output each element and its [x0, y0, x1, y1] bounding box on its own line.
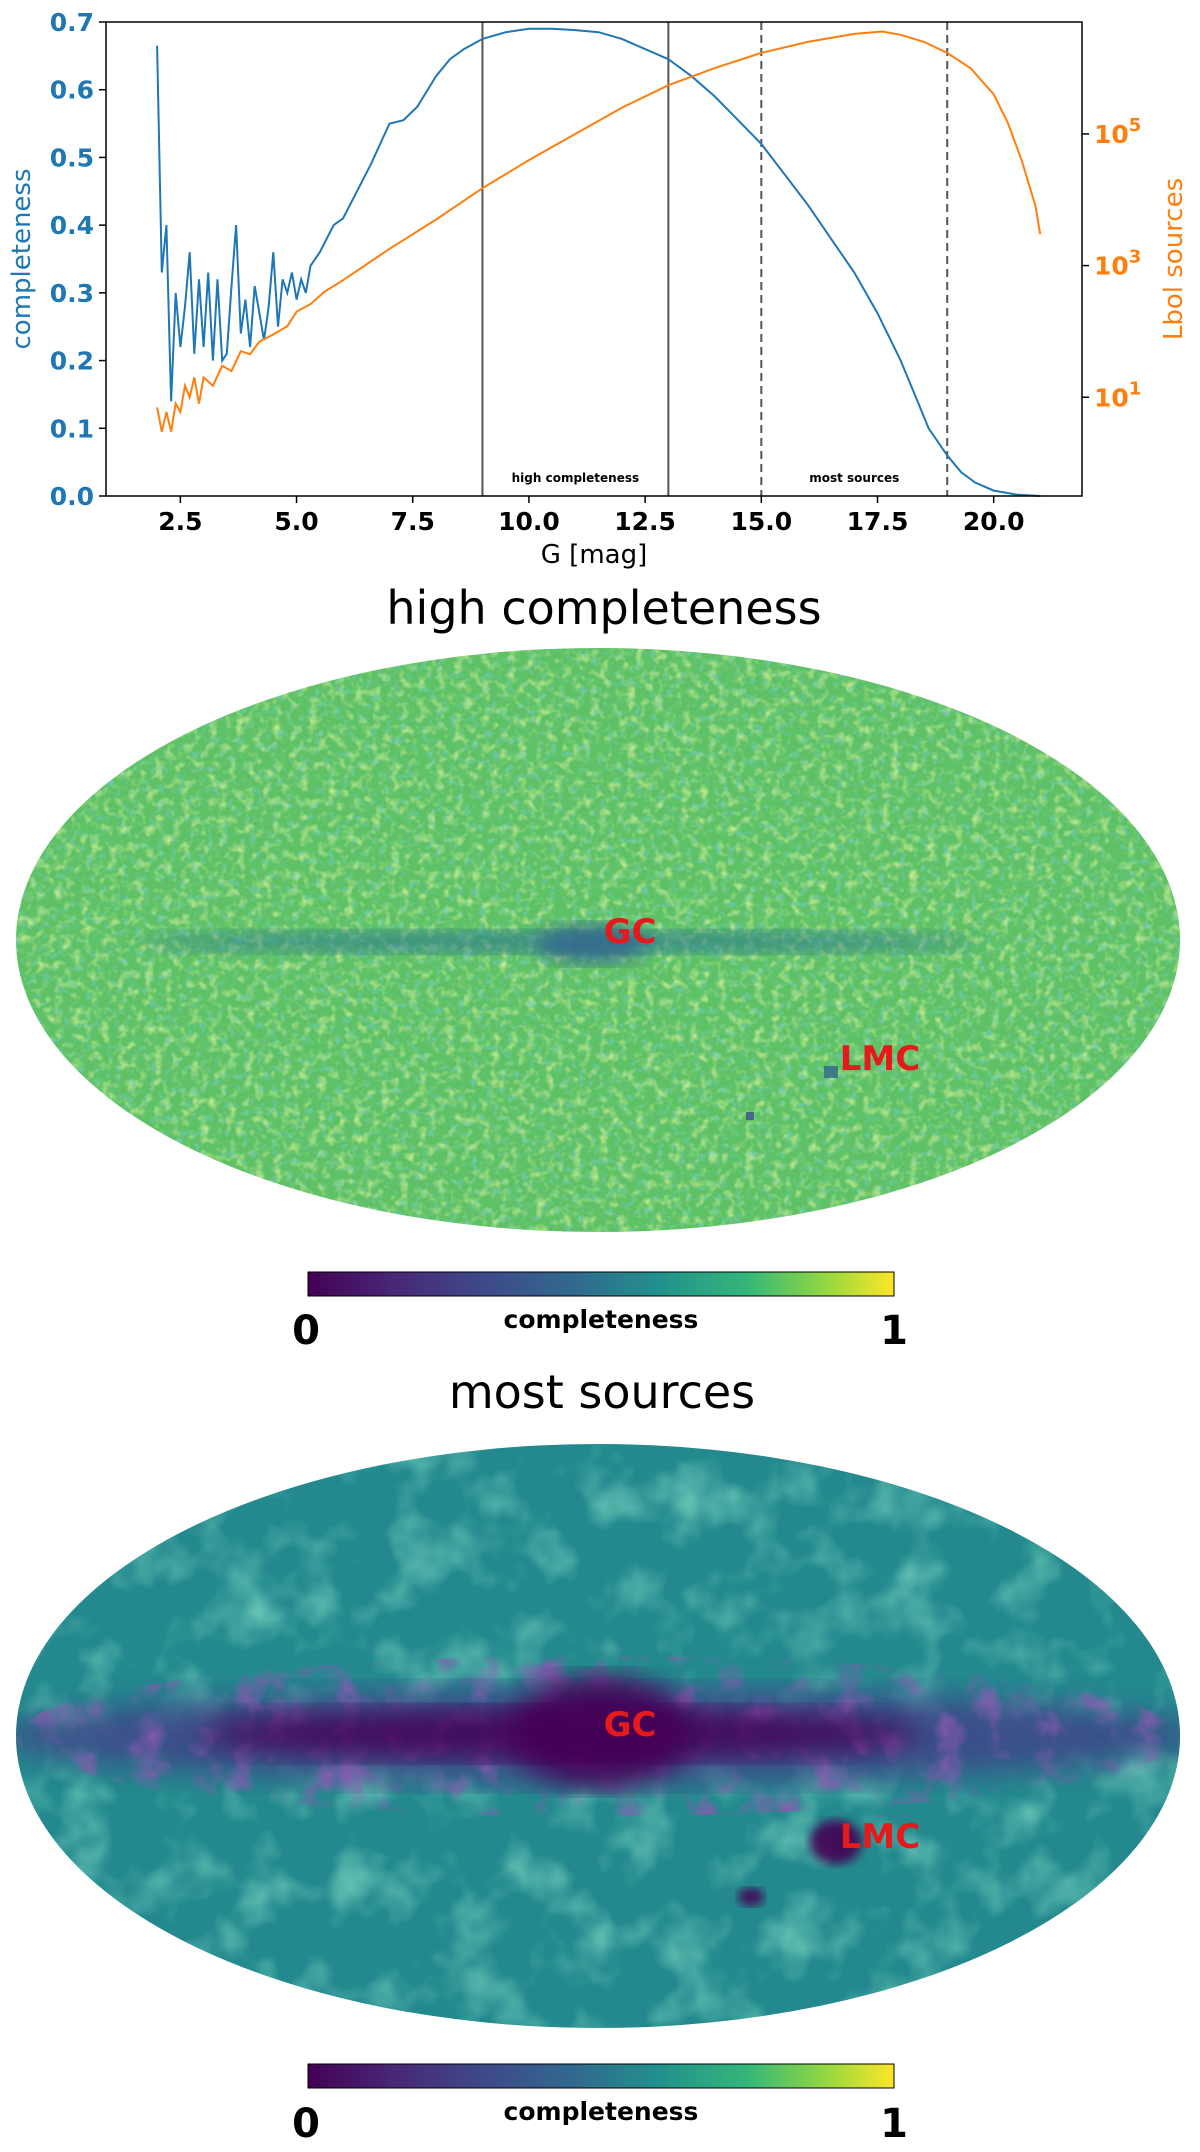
plot-frame	[105, 21, 1083, 497]
right-y-tick-label: 103	[1094, 247, 1141, 281]
left-y-tick-label: 0.4	[50, 211, 94, 240]
completeness-series-line	[156, 27, 1041, 497]
smc-feature	[738, 1888, 764, 1906]
right-y-axis-ticks: 101 103 105	[1082, 115, 1141, 412]
gc-label: GC	[604, 1705, 657, 1745]
band-label: most sources	[809, 471, 899, 485]
lmc-feature	[810, 1820, 862, 1864]
left-y-tick-label: 0.7	[50, 8, 94, 37]
colorbar-min-label: 0	[292, 1308, 320, 1354]
colorbar: 0 completeness 1	[292, 1271, 908, 1354]
sky-map-pixels	[16, 648, 1180, 1232]
series-lines	[156, 27, 1042, 497]
x-tick-label: 10.0	[498, 507, 560, 536]
colorbar-label: completeness	[504, 2097, 699, 2126]
map-title: most sources	[449, 1365, 755, 1419]
colorbar-gradient	[307, 1271, 895, 1297]
x-tick-label: 7.5	[391, 507, 435, 536]
lbol-sources-series-line	[156, 30, 1042, 432]
left-y-tick-label: 0.3	[50, 279, 94, 308]
band-label: high completeness	[512, 471, 640, 485]
left-y-tick-label: 0.6	[50, 76, 94, 105]
colorbar-min-label: 0	[292, 2101, 320, 2147]
right-y-axis-label: Lbol sources	[1159, 178, 1189, 340]
left-y-tick-label: 0.2	[50, 347, 94, 376]
completeness-lbol-line-chart: 2.5 5.0 7.5 10.0 12.5 15.0 17.5 20.0 0.00.10.20…	[7, 8, 1189, 570]
x-tick-label: 20.0	[963, 507, 1025, 536]
most-sources-sky-map: most sources GC LMC 0 completeness 1	[16, 1365, 1180, 2147]
smc-feature	[746, 1112, 754, 1120]
right-y-tick-label: 101	[1094, 378, 1141, 412]
map-title: high completeness	[386, 581, 821, 635]
colorbar-max-label: 1	[880, 2101, 908, 2147]
galactic-center-feature	[537, 924, 647, 964]
high-completeness-sky-map: high completeness GC LMC 0 completeness …	[16, 581, 1180, 1354]
x-tick-label: 2.5	[158, 507, 202, 536]
x-axis-label: G [mag]	[541, 540, 647, 570]
sky-map-pixels	[16, 1444, 1180, 2028]
x-tick-label: 5.0	[274, 507, 318, 536]
band-labels: high completeness most sources	[512, 471, 900, 485]
colorbar-label: completeness	[504, 1305, 699, 1334]
left-y-axis-label: completeness	[7, 168, 37, 349]
colorbar: 0 completeness 1	[292, 2063, 908, 2147]
colorbar-gradient	[307, 2063, 895, 2089]
lmc-label: LMC	[840, 1817, 920, 1857]
left-y-axis-ticks: 0.0 0.1 0.2 0.3 0.4 0.5 0.6 0.7	[50, 8, 106, 511]
x-tick-label: 12.5	[614, 507, 676, 536]
right-y-tick-label: 105	[1094, 115, 1141, 149]
magnitude-range-vlines	[481, 22, 949, 496]
left-y-tick-label: 0.0	[50, 482, 94, 511]
lmc-feature	[824, 1066, 838, 1078]
galactic-center-feature	[510, 1677, 690, 1787]
lmc-label: LMC	[840, 1039, 920, 1079]
left-y-tick-label: 0.5	[50, 143, 94, 172]
colorbar-max-label: 1	[880, 1308, 908, 1354]
x-axis-ticks: 2.5 5.0 7.5 10.0 12.5 15.0 17.5 20.0	[158, 496, 1025, 536]
left-y-tick-label: 0.1	[50, 414, 94, 443]
gc-label: GC	[604, 912, 657, 952]
x-tick-label: 17.5	[847, 507, 909, 536]
x-tick-label: 15.0	[730, 507, 792, 536]
